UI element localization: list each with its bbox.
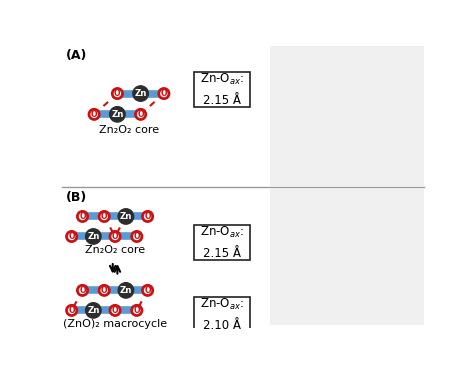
Circle shape <box>112 234 118 239</box>
Circle shape <box>99 211 110 222</box>
Circle shape <box>77 211 88 222</box>
Circle shape <box>86 229 101 244</box>
Text: Zn: Zn <box>111 110 124 119</box>
Circle shape <box>133 86 148 101</box>
Text: O: O <box>79 212 86 221</box>
Circle shape <box>91 111 97 117</box>
Circle shape <box>131 305 143 316</box>
Text: Zn-O$_{ax}$:
2.10 Å: Zn-O$_{ax}$: 2.10 Å <box>200 297 244 332</box>
Bar <box>270 189 423 298</box>
Text: O: O <box>79 286 86 295</box>
Text: O: O <box>91 110 97 119</box>
Circle shape <box>135 108 146 120</box>
Circle shape <box>109 305 121 316</box>
Text: O: O <box>145 286 151 295</box>
Text: Zn: Zn <box>87 306 100 315</box>
Circle shape <box>161 90 167 97</box>
Text: O: O <box>137 110 144 119</box>
Circle shape <box>145 213 151 220</box>
Circle shape <box>109 231 121 242</box>
Circle shape <box>118 283 134 298</box>
Circle shape <box>66 305 77 316</box>
Circle shape <box>158 88 170 99</box>
Circle shape <box>88 108 100 120</box>
Circle shape <box>118 209 134 224</box>
Text: Zn-O$_{ax}$:
2.15 Å: Zn-O$_{ax}$: 2.15 Å <box>200 72 244 107</box>
FancyBboxPatch shape <box>194 72 250 107</box>
Text: Zn: Zn <box>87 232 100 241</box>
Circle shape <box>99 284 110 296</box>
Circle shape <box>69 307 75 313</box>
FancyBboxPatch shape <box>194 297 250 332</box>
Text: O: O <box>112 306 118 315</box>
Circle shape <box>114 90 120 97</box>
Circle shape <box>134 234 140 239</box>
Circle shape <box>109 107 125 122</box>
Text: O: O <box>112 232 118 241</box>
Text: O: O <box>68 306 75 315</box>
Text: O: O <box>68 232 75 241</box>
Text: Zn: Zn <box>135 89 147 98</box>
Circle shape <box>80 213 85 220</box>
Circle shape <box>112 307 118 313</box>
Text: Zn: Zn <box>120 286 132 295</box>
Text: Zn: Zn <box>120 212 132 221</box>
Circle shape <box>77 284 88 296</box>
Text: Zn-O$_{ax}$:
2.15 Å: Zn-O$_{ax}$: 2.15 Å <box>200 225 244 260</box>
Text: O: O <box>161 89 167 98</box>
Text: Zn₂O₂ core: Zn₂O₂ core <box>85 245 145 255</box>
Text: O: O <box>134 306 140 315</box>
Circle shape <box>101 287 107 293</box>
Circle shape <box>80 287 85 293</box>
Text: O: O <box>101 286 108 295</box>
Circle shape <box>131 231 143 242</box>
Circle shape <box>145 287 151 293</box>
Text: (A): (A) <box>65 49 87 62</box>
Text: O: O <box>101 212 108 221</box>
Circle shape <box>66 231 77 242</box>
Bar <box>270 298 423 325</box>
FancyBboxPatch shape <box>194 225 250 261</box>
Circle shape <box>137 111 144 117</box>
Text: O: O <box>134 232 140 241</box>
Circle shape <box>111 88 123 99</box>
Circle shape <box>142 211 154 222</box>
Circle shape <box>142 284 154 296</box>
Text: (B): (B) <box>65 191 87 204</box>
Text: (ZnO)₂ macrocycle: (ZnO)₂ macrocycle <box>63 319 167 329</box>
Circle shape <box>134 307 140 313</box>
Circle shape <box>69 234 75 239</box>
Text: Zn₂O₂ core: Zn₂O₂ core <box>99 125 159 135</box>
Bar <box>270 46 423 186</box>
Circle shape <box>101 213 107 220</box>
Text: O: O <box>114 89 120 98</box>
Text: O: O <box>145 212 151 221</box>
Circle shape <box>86 303 101 318</box>
